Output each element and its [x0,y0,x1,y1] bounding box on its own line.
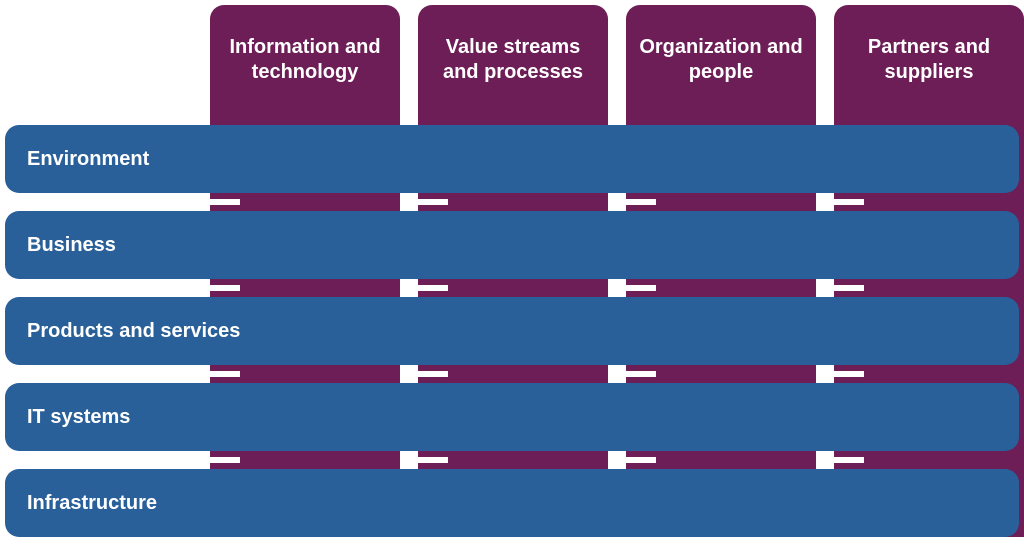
row-bar-2: Products and services [5,297,1019,365]
row-bar-4: Infrastructure [5,469,1019,537]
weave-gap-r3-c3 [834,457,864,463]
weave-gap-r1-c0 [210,285,240,291]
weave-gap-r1-c3 [834,285,864,291]
weave-gap-r0-c0 [210,199,240,205]
weave-gap-r2-c1 [418,371,448,377]
weave-gap-r0-c2 [626,199,656,205]
weave-gap-r3-c0 [210,457,240,463]
weave-gap-r0-c1 [418,199,448,205]
row-bar-0: Environment [5,125,1019,193]
weave-gap-r1-c2 [626,285,656,291]
row-label-4: Infrastructure [5,492,157,515]
column-label-1: Value streams and processes [418,5,608,115]
row-label-1: Business [5,234,116,257]
column-label-0: Information and technology [210,5,400,115]
column-label-3: Partners and suppliers [834,5,1024,115]
weave-gap-r2-c3 [834,371,864,377]
row-bar-1: Business [5,211,1019,279]
diagram-canvas: Information and technologyValue streams … [0,0,1024,549]
weave-gap-r2-c0 [210,371,240,377]
weave-gap-r3-c2 [626,457,656,463]
weave-gap-r2-c2 [626,371,656,377]
column-label-2: Organization and people [626,5,816,115]
weave-gap-r3-c1 [418,457,448,463]
row-bar-3: IT systems [5,383,1019,451]
row-label-2: Products and services [5,320,240,343]
weave-gap-r1-c1 [418,285,448,291]
row-label-3: IT systems [5,406,130,429]
weave-gap-r0-c3 [834,199,864,205]
row-label-0: Environment [5,148,149,171]
